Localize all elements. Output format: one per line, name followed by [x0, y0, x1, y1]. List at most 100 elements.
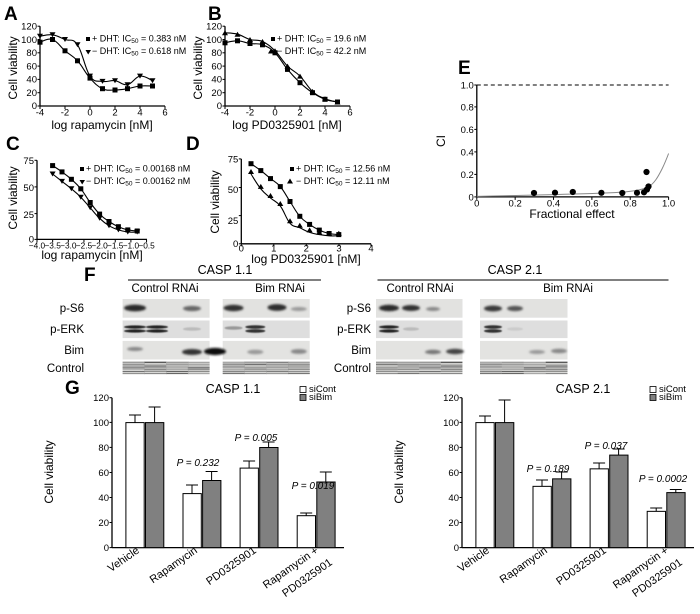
svg-text:P = 0.005: P = 0.005	[235, 433, 278, 444]
svg-text:Vehicle: Vehicle	[456, 545, 492, 575]
svg-text:120: 120	[206, 22, 222, 33]
svg-text:20: 20	[98, 518, 109, 529]
svg-text:0.6: 0.6	[461, 125, 474, 136]
svg-text:+ DHT: IC50 = 0.00168 nM: + DHT: IC50 = 0.00168 nM	[86, 164, 190, 176]
svg-text:-4: -4	[221, 108, 229, 119]
svg-text:50: 50	[23, 183, 34, 194]
svg-text:Cell viability: Cell viability	[191, 36, 205, 99]
svg-text:20: 20	[26, 88, 37, 99]
svg-text:50: 50	[228, 185, 239, 196]
svg-text:120: 120	[93, 393, 109, 404]
svg-text:4: 4	[322, 108, 327, 119]
svg-text:120: 120	[21, 22, 37, 33]
svg-text:− DHT: IC50 = 42.2 nM: − DHT: IC50 = 42.2 nM	[277, 46, 366, 58]
svg-text:0.2: 0.2	[509, 199, 522, 210]
svg-text:PD0325901: PD0325901	[554, 545, 608, 588]
svg-text:0.2: 0.2	[461, 170, 474, 181]
svg-text:Cell viability: Cell viability	[6, 166, 20, 229]
svg-text:Cell viability: Cell viability	[42, 440, 56, 503]
svg-text:G: G	[65, 378, 80, 399]
svg-text:Control RNAi: Control RNAi	[386, 283, 453, 295]
svg-text:60: 60	[26, 61, 37, 72]
svg-text:20: 20	[448, 518, 459, 529]
svg-text:− DHT: IC50 = 12.11 nM: − DHT: IC50 = 12.11 nM	[296, 176, 390, 188]
svg-text:40: 40	[98, 493, 109, 504]
svg-text:CASP 1.1: CASP 1.1	[198, 263, 253, 277]
svg-text:20: 20	[211, 88, 222, 99]
svg-text:Rapamycin: Rapamycin	[498, 545, 550, 586]
svg-text:80: 80	[448, 443, 459, 454]
svg-text:4: 4	[137, 108, 142, 119]
svg-text:0.4: 0.4	[461, 147, 474, 158]
svg-text:75: 75	[23, 156, 34, 167]
svg-text:40: 40	[26, 75, 37, 86]
svg-text:0.8: 0.8	[461, 102, 474, 113]
svg-text:+ DHT: IC50 = 19.6 nM: + DHT: IC50 = 19.6 nM	[277, 34, 366, 46]
svg-text:Bim RNAi: Bim RNAi	[255, 283, 305, 295]
svg-text:P = 0.232: P = 0.232	[177, 458, 220, 469]
svg-text:2: 2	[112, 108, 117, 119]
svg-text:25: 25	[23, 210, 34, 221]
svg-text:Fractional effect: Fractional effect	[529, 207, 615, 221]
svg-text:0: 0	[233, 239, 238, 250]
svg-text:Cell viability: Cell viability	[208, 170, 222, 233]
svg-text:0: 0	[272, 108, 277, 119]
svg-text:100: 100	[21, 35, 37, 46]
svg-text:log rapamycin [nM]: log rapamycin [nM]	[51, 118, 152, 132]
svg-text:Bim RNAi: Bim RNAi	[543, 283, 593, 295]
svg-text:80: 80	[26, 48, 37, 59]
svg-text:CASP 1.1: CASP 1.1	[206, 382, 261, 396]
svg-text:Control RNAi: Control RNAi	[131, 283, 198, 295]
svg-text:60: 60	[98, 468, 109, 479]
svg-text:CASP 2.1: CASP 2.1	[556, 382, 611, 396]
svg-text:60: 60	[448, 468, 459, 479]
svg-text:0: 0	[104, 543, 109, 554]
svg-text:Bim: Bim	[351, 345, 371, 357]
svg-text:PD0325901: PD0325901	[204, 545, 258, 588]
svg-text:P = 0.037: P = 0.037	[585, 441, 628, 452]
svg-text:60: 60	[211, 61, 222, 72]
svg-text:P = 0.0002: P = 0.0002	[639, 474, 688, 485]
svg-text:Bim: Bim	[64, 345, 84, 357]
svg-text:6: 6	[347, 108, 352, 119]
svg-text:+ DHT: IC50 = 12.56 nM: + DHT: IC50 = 12.56 nM	[296, 164, 390, 176]
svg-text:100: 100	[93, 418, 109, 429]
svg-text:-2: -2	[246, 108, 254, 119]
svg-text:40: 40	[211, 75, 222, 86]
svg-text:Cell viability: Cell viability	[6, 36, 20, 99]
svg-text:CASP 2.1: CASP 2.1	[488, 263, 543, 277]
svg-text:120: 120	[443, 393, 459, 404]
svg-text:75: 75	[228, 154, 239, 165]
svg-text:p-S6: p-S6	[347, 303, 371, 315]
svg-text:siBim: siBim	[309, 392, 332, 403]
svg-text:0: 0	[454, 543, 459, 554]
svg-text:0: 0	[469, 192, 474, 203]
svg-text:Rapamycin: Rapamycin	[148, 545, 200, 586]
svg-text:Control: Control	[47, 363, 84, 375]
svg-text:100: 100	[206, 35, 222, 46]
svg-text:6: 6	[162, 108, 167, 119]
svg-text:2: 2	[297, 108, 302, 119]
svg-text:siBim: siBim	[659, 392, 682, 403]
svg-text:− DHT: IC50 = 0.00162 nM: − DHT: IC50 = 0.00162 nM	[86, 176, 190, 188]
svg-text:− DHT: IC50 = 0.618 nM: − DHT: IC50 = 0.618 nM	[92, 46, 186, 58]
svg-text:Control: Control	[334, 363, 371, 375]
svg-text:0: 0	[474, 199, 479, 210]
svg-text:p-S6: p-S6	[60, 303, 84, 315]
svg-text:F: F	[84, 265, 96, 286]
svg-text:0.8: 0.8	[624, 199, 637, 210]
svg-text:100: 100	[443, 418, 459, 429]
svg-text:P = 0.189: P = 0.189	[527, 464, 570, 475]
svg-text:1.0: 1.0	[461, 81, 474, 92]
svg-text:log PD0325901 [nM]: log PD0325901 [nM]	[232, 118, 341, 132]
svg-text:CI: CI	[434, 135, 448, 147]
svg-text:+ DHT: IC50 = 0.383 nM: + DHT: IC50 = 0.383 nM	[92, 34, 186, 46]
svg-text:40: 40	[448, 493, 459, 504]
svg-text:-4: -4	[36, 108, 44, 119]
svg-text:Vehicle: Vehicle	[106, 545, 142, 575]
svg-text:80: 80	[98, 443, 109, 454]
svg-text:P = 0.019: P = 0.019	[292, 481, 335, 492]
svg-text:0: 0	[87, 108, 92, 119]
svg-text:p-ERK: p-ERK	[50, 324, 84, 336]
svg-text:80: 80	[211, 48, 222, 59]
